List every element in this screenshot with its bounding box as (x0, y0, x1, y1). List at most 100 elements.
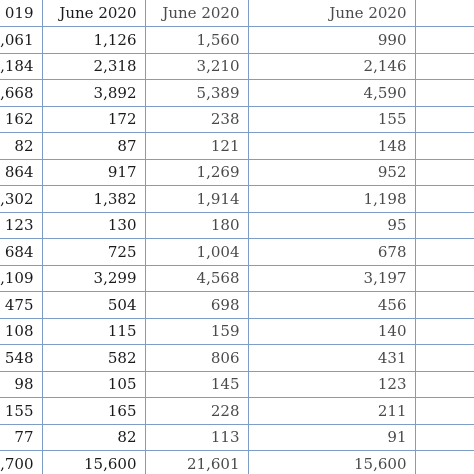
empty-cell (414, 238, 474, 266)
table-cell: 172 (41, 105, 146, 133)
table-cell: 4,590 (247, 79, 416, 107)
table-cell: 864 (0, 158, 43, 186)
table-cell: 211 (247, 397, 416, 425)
table-cell: 952 (247, 158, 416, 186)
table-cell: 87 (41, 132, 146, 160)
table-row: ,184 2,318 3,210 2,146 (0, 52, 474, 80)
table-row: 155 165 228 211 (0, 397, 474, 425)
table-cell: 4,568 (144, 264, 249, 292)
table-row: 548 582 806 431 (0, 344, 474, 372)
empty-cell (414, 291, 474, 319)
table-cell: 2,318 (41, 52, 146, 80)
empty-cell (414, 132, 474, 160)
table-cell: 990 (247, 26, 416, 54)
table-row: ,302 1,382 1,914 1,198 (0, 185, 474, 213)
table-cell: 180 (144, 211, 249, 239)
table-cell: 155 (247, 105, 416, 133)
empty-cell (414, 397, 474, 425)
table-row: ,061 1,126 1,560 990 (0, 26, 474, 54)
empty-cell (414, 370, 474, 398)
table-cell: 15,600 (247, 450, 416, 474)
table-cell: ,109 (0, 264, 43, 292)
table-row: 98 105 145 123 (0, 370, 474, 398)
table-cell: ,700 (0, 450, 43, 474)
header-cell: 019 (0, 0, 43, 27)
table-cell: 15,600 (41, 450, 146, 474)
table-row: 77 82 113 91 (0, 423, 474, 451)
table-cell: 108 (0, 317, 43, 345)
empty-cell (414, 105, 474, 133)
table-cell: 678 (247, 238, 416, 266)
empty-cell (414, 211, 474, 239)
table-cell: 113 (144, 423, 249, 451)
table-cell: 228 (144, 397, 249, 425)
table-cell: 1,004 (144, 238, 249, 266)
table-cell: 548 (0, 344, 43, 372)
table-cell: 145 (144, 370, 249, 398)
table-cell: ,061 (0, 26, 43, 54)
table-cell: 121 (144, 132, 249, 160)
empty-cell (414, 450, 474, 474)
table-cell: ,668 (0, 79, 43, 107)
table-cell: 684 (0, 238, 43, 266)
table-cell: 123 (247, 370, 416, 398)
table-cell: 165 (41, 397, 146, 425)
table-body: ,061 1,126 1,560 990,184 2,318 3,210 2,146,668… (0, 26, 474, 474)
table-cell: 3,299 (41, 264, 146, 292)
table-cell: 3,892 (41, 79, 146, 107)
table-row: ,109 3,299 4,568 3,197 (0, 264, 474, 292)
table-cell: 95 (247, 211, 416, 239)
table-row: 162 172 238 155 (0, 105, 474, 133)
table-cell: 582 (41, 344, 146, 372)
table-row: 864 917 1,269 952 (0, 158, 474, 186)
table-cell: 91 (247, 423, 416, 451)
table-row: 123 130 180 95 (0, 211, 474, 239)
table-cell: 698 (144, 291, 249, 319)
table-cell: 82 (0, 132, 43, 160)
table-cell: 456 (247, 291, 416, 319)
header-cell: June 2020 (41, 0, 146, 27)
empty-cell (414, 52, 474, 80)
table-cell: 115 (41, 317, 146, 345)
empty-cell (414, 158, 474, 186)
table-cell: 82 (41, 423, 146, 451)
table-cell: 1,198 (247, 185, 416, 213)
empty-cell (414, 26, 474, 54)
header-row: 019 June 2020 June 2020 June 2020 (0, 0, 474, 27)
table-cell: 105 (41, 370, 146, 398)
table-cell: 1,382 (41, 185, 146, 213)
table-cell: 162 (0, 105, 43, 133)
header-cell: June 2020 (247, 0, 416, 27)
table-cell: 130 (41, 211, 146, 239)
table-cell: ,302 (0, 185, 43, 213)
table-cell: 238 (144, 105, 249, 133)
table-cell: 1,914 (144, 185, 249, 213)
table-row: 684 725 1,004 678 (0, 238, 474, 266)
table-cell: 5,389 (144, 79, 249, 107)
empty-cell (414, 185, 474, 213)
empty-cell (414, 0, 474, 27)
table-cell: 21,601 (144, 450, 249, 474)
table-cell: ,184 (0, 52, 43, 80)
table-cell: 475 (0, 291, 43, 319)
table-cell: 159 (144, 317, 249, 345)
table-cell: 806 (144, 344, 249, 372)
table-cell: 3,210 (144, 52, 249, 80)
table-cell: 140 (247, 317, 416, 345)
table-cell: 431 (247, 344, 416, 372)
empty-cell (414, 344, 474, 372)
table-row: ,700 15,600 21,601 15,600 (0, 450, 474, 474)
table-cell: 3,197 (247, 264, 416, 292)
table-cell: 98 (0, 370, 43, 398)
header-cell: June 2020 (144, 0, 249, 27)
empty-cell (414, 317, 474, 345)
table-row: 475 504 698 456 (0, 291, 474, 319)
empty-cell (414, 79, 474, 107)
empty-cell (414, 423, 474, 451)
table-cell: 1,560 (144, 26, 249, 54)
table-cell: 504 (41, 291, 146, 319)
table-row: ,668 3,892 5,389 4,590 (0, 79, 474, 107)
table-cell: 2,146 (247, 52, 416, 80)
table-cell: 77 (0, 423, 43, 451)
